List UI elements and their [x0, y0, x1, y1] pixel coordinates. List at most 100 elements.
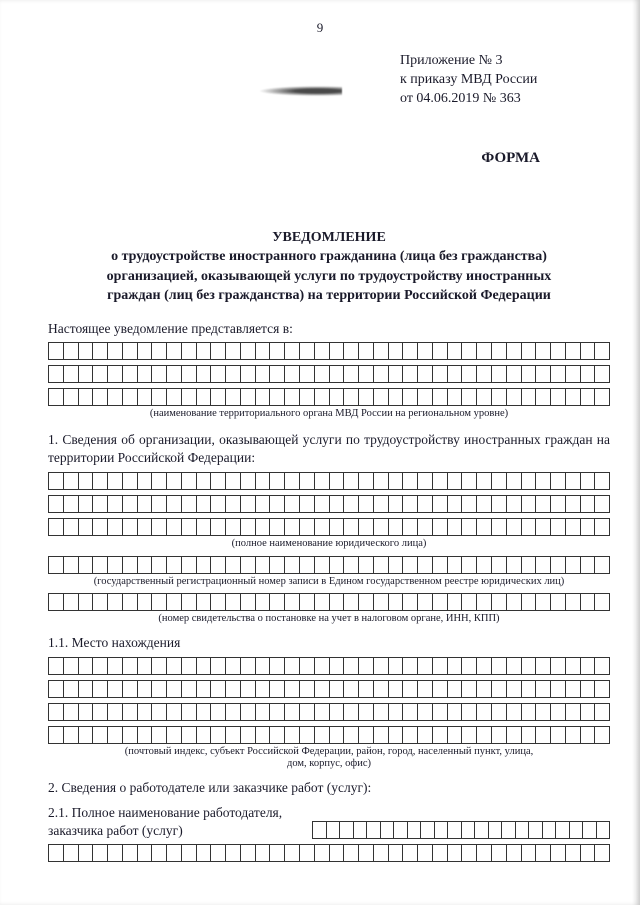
- input-cell[interactable]: [166, 726, 182, 744]
- input-cell[interactable]: [491, 388, 507, 406]
- input-cell[interactable]: [329, 844, 345, 862]
- input-cell[interactable]: [380, 821, 395, 839]
- input-cell[interactable]: [476, 593, 492, 611]
- input-cell[interactable]: [491, 365, 507, 383]
- input-cell[interactable]: [402, 556, 418, 574]
- input-cell[interactable]: [210, 703, 226, 721]
- input-cell[interactable]: [92, 844, 108, 862]
- input-cell[interactable]: [594, 657, 610, 675]
- input-cell[interactable]: [580, 726, 596, 744]
- input-cell[interactable]: [461, 388, 477, 406]
- input-cell[interactable]: [594, 518, 610, 536]
- input-cell[interactable]: [434, 821, 449, 839]
- input-cell[interactable]: [48, 703, 64, 721]
- input-cell[interactable]: [63, 388, 79, 406]
- input-cell[interactable]: [476, 703, 492, 721]
- input-cell[interactable]: [358, 680, 374, 698]
- input-grid-row[interactable]: [48, 365, 610, 383]
- input-cell[interactable]: [447, 518, 463, 536]
- input-cell[interactable]: [255, 726, 271, 744]
- input-cell[interactable]: [92, 342, 108, 360]
- input-cell[interactable]: [580, 518, 596, 536]
- input-cell[interactable]: [240, 342, 256, 360]
- input-cell[interactable]: [329, 680, 345, 698]
- input-cell[interactable]: [476, 365, 492, 383]
- input-cell[interactable]: [506, 593, 522, 611]
- input-cell[interactable]: [594, 726, 610, 744]
- input-cell[interactable]: [240, 472, 256, 490]
- input-cell[interactable]: [388, 518, 404, 536]
- input-cell[interactable]: [122, 495, 138, 513]
- input-cell[interactable]: [521, 593, 537, 611]
- input-cell[interactable]: [166, 365, 182, 383]
- input-cell[interactable]: [137, 726, 153, 744]
- input-cell[interactable]: [181, 844, 197, 862]
- input-cell[interactable]: [476, 342, 492, 360]
- input-cell[interactable]: [122, 703, 138, 721]
- input-cell[interactable]: [181, 703, 197, 721]
- input-grid-row[interactable]: [48, 657, 610, 675]
- input-cell[interactable]: [240, 593, 256, 611]
- input-cell[interactable]: [196, 680, 212, 698]
- input-cell[interactable]: [535, 593, 551, 611]
- input-cell[interactable]: [269, 365, 285, 383]
- input-cell[interactable]: [550, 593, 566, 611]
- input-cell[interactable]: [255, 472, 271, 490]
- input-cell[interactable]: [225, 472, 241, 490]
- input-cell[interactable]: [166, 657, 182, 675]
- input-cell[interactable]: [210, 844, 226, 862]
- input-cell[interactable]: [580, 472, 596, 490]
- input-grid-row[interactable]: [312, 821, 610, 839]
- input-cell[interactable]: [402, 726, 418, 744]
- input-cell[interactable]: [63, 657, 79, 675]
- input-cell[interactable]: [284, 365, 300, 383]
- input-cell[interactable]: [151, 726, 167, 744]
- input-cell[interactable]: [314, 388, 330, 406]
- input-cell[interactable]: [78, 680, 94, 698]
- input-cell[interactable]: [92, 726, 108, 744]
- input-cell[interactable]: [210, 726, 226, 744]
- input-cell[interactable]: [550, 556, 566, 574]
- input-cell[interactable]: [373, 844, 389, 862]
- input-cell[interactable]: [417, 556, 433, 574]
- input-cell[interactable]: [107, 388, 123, 406]
- input-cell[interactable]: [166, 680, 182, 698]
- input-cell[interactable]: [210, 680, 226, 698]
- input-cell[interactable]: [122, 844, 138, 862]
- input-cell[interactable]: [565, 518, 581, 536]
- input-cell[interactable]: [521, 703, 537, 721]
- input-cell[interactable]: [402, 472, 418, 490]
- input-cell[interactable]: [417, 388, 433, 406]
- input-cell[interactable]: [565, 556, 581, 574]
- input-cell[interactable]: [402, 342, 418, 360]
- input-cell[interactable]: [447, 657, 463, 675]
- input-cell[interactable]: [122, 365, 138, 383]
- input-cell[interactable]: [506, 365, 522, 383]
- input-cell[interactable]: [107, 593, 123, 611]
- input-cell[interactable]: [461, 703, 477, 721]
- input-cell[interactable]: [181, 365, 197, 383]
- input-cell[interactable]: [151, 365, 167, 383]
- input-cell[interactable]: [550, 495, 566, 513]
- input-cell[interactable]: [358, 726, 374, 744]
- input-cell[interactable]: [521, 518, 537, 536]
- input-cell[interactable]: [343, 365, 359, 383]
- input-cell[interactable]: [137, 593, 153, 611]
- input-cell[interactable]: [63, 518, 79, 536]
- input-cell[interactable]: [476, 844, 492, 862]
- input-cell[interactable]: [299, 844, 315, 862]
- input-cell[interactable]: [225, 726, 241, 744]
- input-cell[interactable]: [210, 518, 226, 536]
- input-cell[interactable]: [48, 342, 64, 360]
- input-cell[interactable]: [196, 342, 212, 360]
- input-cell[interactable]: [506, 844, 522, 862]
- input-cell[interactable]: [225, 365, 241, 383]
- input-cell[interactable]: [196, 495, 212, 513]
- input-cell[interactable]: [491, 657, 507, 675]
- input-cell[interactable]: [550, 342, 566, 360]
- input-cell[interactable]: [476, 472, 492, 490]
- input-cell[interactable]: [122, 472, 138, 490]
- input-cell[interactable]: [388, 556, 404, 574]
- input-cell[interactable]: [210, 472, 226, 490]
- input-cell[interactable]: [78, 703, 94, 721]
